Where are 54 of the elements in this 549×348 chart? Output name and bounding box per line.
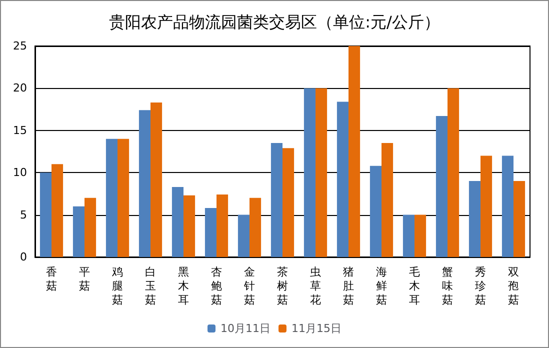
bar xyxy=(172,186,184,257)
bar xyxy=(84,198,96,257)
x-tick-label: 白玉菇 xyxy=(145,266,156,306)
bar xyxy=(52,164,64,257)
x-tick-label: 海鲜菇 xyxy=(376,266,387,306)
x-tick-label: 黑木耳 xyxy=(178,266,189,306)
bar xyxy=(282,148,294,257)
x-tick-label: 猪肚菇 xyxy=(343,266,354,306)
x-tick-label: 杏鲍菇 xyxy=(211,266,222,306)
bar xyxy=(72,206,84,257)
y-tick-label: 10 xyxy=(13,166,27,180)
bar xyxy=(238,214,250,257)
y-tick-label: 25 xyxy=(13,40,27,52)
bar xyxy=(270,143,282,257)
y-tick-label: 20 xyxy=(13,82,27,95)
chart-title: 贵阳农产品物流园菌类交易区（单位:元/公斤） xyxy=(109,12,440,32)
x-tick-label: 毛木耳 xyxy=(409,266,420,306)
bar xyxy=(106,138,118,257)
bar xyxy=(184,195,196,257)
bar xyxy=(436,116,448,257)
bar xyxy=(204,208,216,257)
x-tick-label: 茶树菇 xyxy=(277,266,288,306)
y-tick-label: 15 xyxy=(13,124,27,137)
bar xyxy=(316,88,328,257)
x-tick-label: 秀珍菇 xyxy=(475,266,486,306)
bar xyxy=(250,198,262,257)
bar xyxy=(40,172,52,257)
bar xyxy=(448,88,460,257)
legend-label: 10月11日 xyxy=(220,322,271,335)
bar xyxy=(502,156,514,257)
bar xyxy=(480,156,492,257)
x-tick-label: 香菇 xyxy=(46,266,57,292)
x-tick-label: 虫草花 xyxy=(310,266,321,306)
bar xyxy=(402,214,414,257)
bar xyxy=(370,166,382,257)
bar xyxy=(150,102,162,257)
bar xyxy=(514,181,526,257)
bar xyxy=(336,102,348,257)
x-tick-label: 蟹味菇 xyxy=(442,266,453,306)
x-tick-label: 金针菇 xyxy=(243,266,255,306)
bar xyxy=(382,143,394,257)
y-tick-label: 0 xyxy=(20,250,27,264)
bar xyxy=(348,46,360,257)
bar xyxy=(468,181,480,257)
bar xyxy=(118,138,130,257)
bar xyxy=(304,88,316,257)
bar xyxy=(414,214,426,257)
legend-label: 11月15日 xyxy=(292,322,342,335)
x-tick-label: 鸡腿菇 xyxy=(111,266,123,306)
x-tick-label: 双孢菇 xyxy=(508,266,519,306)
bar xyxy=(216,194,228,257)
x-tick-label: 平菇 xyxy=(79,266,90,292)
bar xyxy=(138,110,150,257)
y-tick-label: 5 xyxy=(20,208,27,222)
